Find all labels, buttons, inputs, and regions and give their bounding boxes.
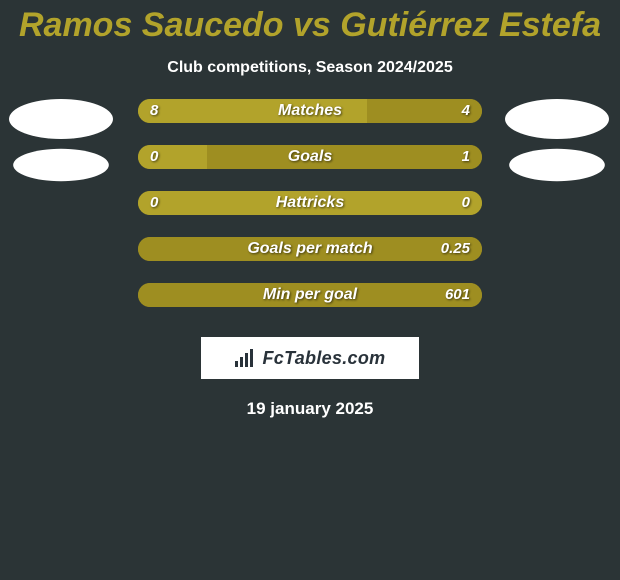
stat-value-right: 601 — [445, 283, 470, 307]
subtitle: Club competitions, Season 2024/2025 — [0, 51, 620, 99]
title-player-left: Ramos Saucedo — [19, 6, 284, 44]
stat-value-right: 0.25 — [441, 237, 470, 261]
stat-row: Min per goal 601 — [0, 283, 620, 329]
page-title: Ramos Saucedo vs Gutiérrez Estefa — [0, 0, 620, 51]
stat-value-right: 0 — [462, 191, 470, 215]
stat-label: Goals per match — [138, 237, 482, 261]
stat-label: Min per goal — [138, 283, 482, 307]
title-vs: vs — [293, 6, 340, 44]
date-text: 19 january 2025 — [0, 379, 620, 419]
stat-label: Hattricks — [138, 191, 482, 215]
stat-row: 0 Hattricks 0 — [0, 191, 620, 237]
stat-row: 0 Goals 1 — [0, 145, 620, 191]
title-player-right: Gutiérrez Estefa — [340, 6, 601, 44]
stats-block: 8 Matches 4 0 Goals 1 0 Hattricks 0 Goal… — [0, 99, 620, 329]
stat-value-right: 4 — [462, 99, 470, 123]
stat-label: Matches — [138, 99, 482, 123]
stat-label: Goals — [138, 145, 482, 169]
source-badge-text: FcTables.com — [263, 348, 386, 369]
stat-value-right: 1 — [462, 145, 470, 169]
stat-row: 8 Matches 4 — [0, 99, 620, 145]
stat-row: Goals per match 0.25 — [0, 237, 620, 283]
barchart-icon — [235, 349, 257, 367]
source-badge: FcTables.com — [201, 337, 419, 379]
